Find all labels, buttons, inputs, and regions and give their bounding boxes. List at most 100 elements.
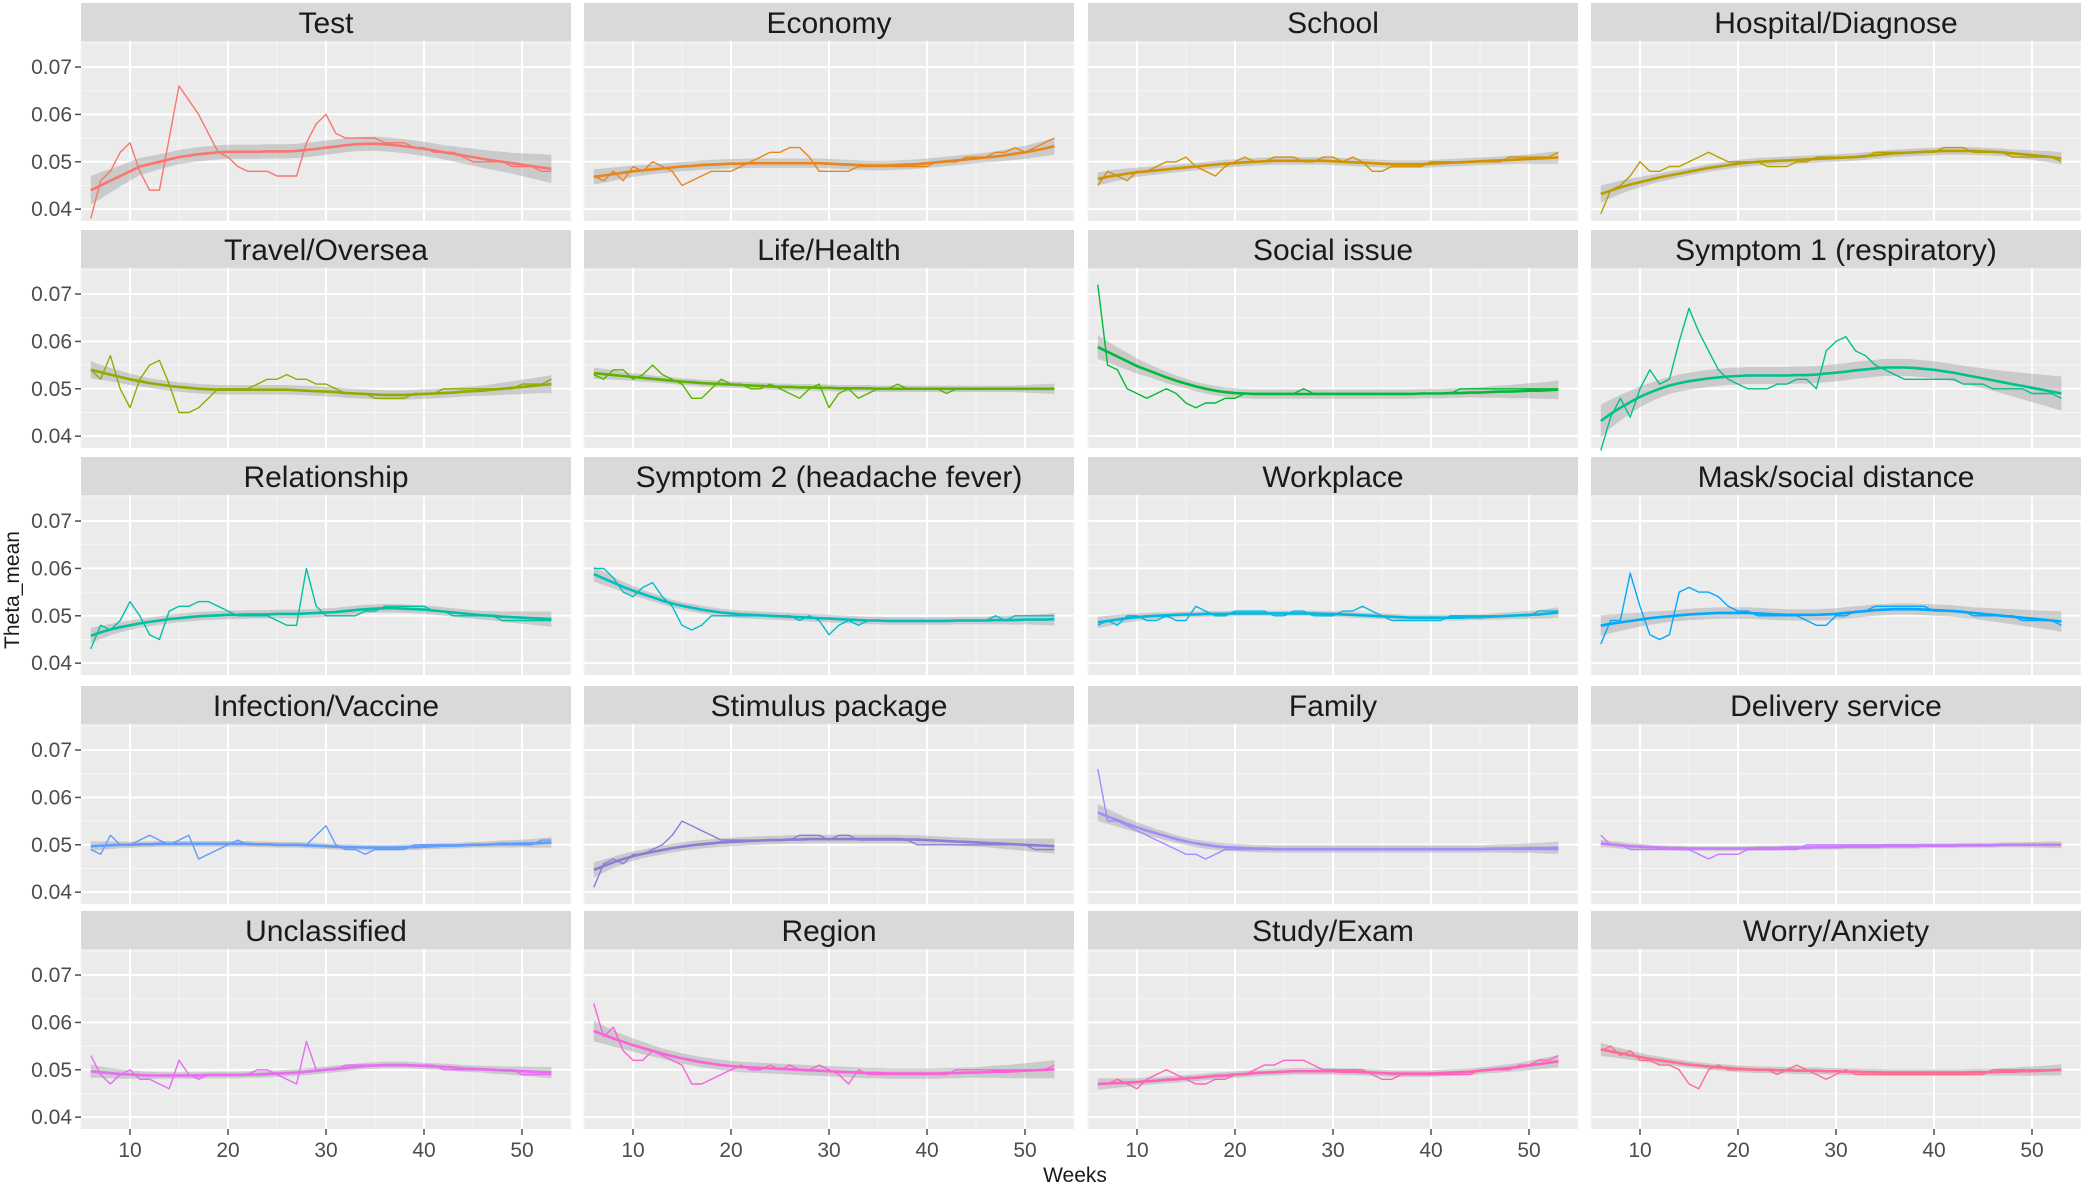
y-tick-label: 0.07 [31,283,72,306]
series-line-workplace [1097,605,1559,626]
strip-economy [584,3,1074,41]
x-tick-label: 20 [1726,1139,1749,1162]
strip-travel-oversea [81,230,571,268]
series-line-stimulus-package [593,820,1055,888]
confidence-band-social-issue [1097,335,1559,400]
y-tick-label: 0.04 [31,652,72,675]
strip-label-symptom-1-respiratory: Symptom 1 (respiratory) [1675,234,1997,267]
smooth-line-infection-vaccine [90,841,552,849]
strip-symptom-1-respiratory [1591,230,2081,268]
panel-economy: Economy [583,3,1075,221]
smooth-line-symptom-1-respiratory [1600,366,2062,423]
panel-symptom-1-respiratory: Symptom 1 (respiratory) [1590,230,2081,451]
smooth-line-worry-anxiety [1600,1048,2062,1074]
strip-label-unclassified: Unclassified [245,915,407,948]
y-tick-label: 0.04 [31,881,72,904]
gridlines-symptom-2-headache-fever [583,495,1075,675]
strip-label-life-health: Life/Health [757,234,900,267]
panel-worry-anxiety: Worry/Anxiety [1590,911,2081,1129]
strip-label-family: Family [1289,690,1377,723]
confidence-band-stimulus-package [593,834,1055,878]
smooth-line-delivery-service [1600,842,2062,850]
y-tick-label: 0.04 [31,198,72,221]
y-tick-label: 0.04 [31,1106,72,1129]
strip-label-workplace: Workplace [1262,461,1403,494]
x-tick-label: 20 [216,1139,239,1162]
series-line-travel-oversea [90,354,552,414]
smooth-line-unclassified [90,1063,552,1077]
strip-mask-social-distance [1591,457,2081,495]
x-tick-label: 30 [1321,1139,1344,1162]
strip-label-symptom-2-headache-fever: Symptom 2 (headache fever) [636,461,1023,494]
smooth-line-test [90,142,552,192]
y-tick-label: 0.07 [31,739,72,762]
y-tick-label: 0.07 [31,964,72,987]
panel-family: Family [1087,686,1579,904]
strip-label-school: School [1287,7,1379,40]
gridlines-hospital-diagnose [1590,41,2081,221]
smooth-line-life-health [593,371,1055,391]
panel-workplace: Workplace [1087,457,1579,675]
strip-label-delivery-service: Delivery service [1730,690,1942,723]
y-axis-ticks: 0.04 0.05 0.06 0.07 0.04 0.05 0.06 0.07 0.04 0.05… [31,56,81,1129]
x-tick-label: 30 [314,1139,337,1162]
smooth-line-social-issue [1097,345,1559,396]
panel-delivery-service: Delivery service [1590,686,2081,904]
strip-label-test: Test [298,7,354,40]
strip-social-issue [1088,230,1578,268]
series-line-region [593,1003,1055,1085]
panel-school: School [1087,3,1579,221]
smooth-line-workplace [1097,611,1559,624]
x-tick-label: 40 [1922,1139,1945,1162]
gridlines-economy [583,41,1075,221]
x-tick-label: 50 [1517,1139,1540,1162]
strip-delivery-service [1591,686,2081,724]
gridlines-family [1087,724,1579,904]
gridlines-mask-social-distance [1590,495,2081,675]
strip-label-travel-oversea: Travel/Oversea [224,234,428,267]
panel-test: Test [80,3,572,221]
x-tick-label: 20 [1223,1139,1246,1162]
gridlines-test [80,41,572,221]
panel-region: Region [583,911,1075,1129]
y-tick-label: 0.05 [31,1059,72,1082]
strip-label-stimulus-package: Stimulus package [711,690,948,723]
panel-symptom-2-headache-fever: Symptom 2 (headache fever) [583,457,1075,675]
x-tick-label: 40 [412,1139,435,1162]
confidence-band-workplace [1097,607,1559,629]
x-axis-title: Weeks [1043,1164,1107,1185]
smooth-line-region [593,1029,1055,1075]
x-tick-label: 40 [915,1139,938,1162]
x-tick-label: 10 [1125,1139,1148,1162]
gridlines-study-exam [1087,949,1579,1129]
panel-study-exam: Study/Exam [1087,911,1579,1129]
strip-symptom-2-headache-fever [584,457,1074,495]
strip-family [1088,686,1578,724]
strip-school [1088,3,1578,41]
strip-label-study-exam: Study/Exam [1252,915,1414,948]
y-tick-label: 0.05 [31,378,72,401]
strip-label-worry-anxiety: Worry/Anxiety [1743,915,1929,948]
y-tick-label: 0.06 [31,1011,72,1034]
panel-hospital-diagnose: Hospital/Diagnose [1590,3,2081,221]
y-tick-label: 0.07 [31,56,72,79]
strip-stimulus-package [584,686,1074,724]
x-tick-label: 10 [621,1139,644,1162]
strip-life-health [584,230,1074,268]
x-tick-label: 20 [719,1139,742,1162]
panel-life-health: Life/Health [583,230,1075,448]
series-line-worry-anxiety [1600,1045,2062,1090]
smooth-line-symptom-2-headache-fever [593,572,1055,623]
strip-unclassified [81,911,571,949]
smooth-line-school [1097,156,1559,181]
confidence-band-relationship [90,603,552,644]
y-tick-label: 0.04 [31,425,72,448]
x-tick-label: 50 [2020,1139,2043,1162]
strip-label-relationship: Relationship [243,461,408,494]
gridlines-social-issue [1087,268,1579,448]
strip-worry-anxiety [1591,911,2081,949]
strip-test [81,3,571,41]
panel-travel-oversea: Travel/Oversea [80,230,572,448]
smooth-line-stimulus-package [593,837,1055,872]
